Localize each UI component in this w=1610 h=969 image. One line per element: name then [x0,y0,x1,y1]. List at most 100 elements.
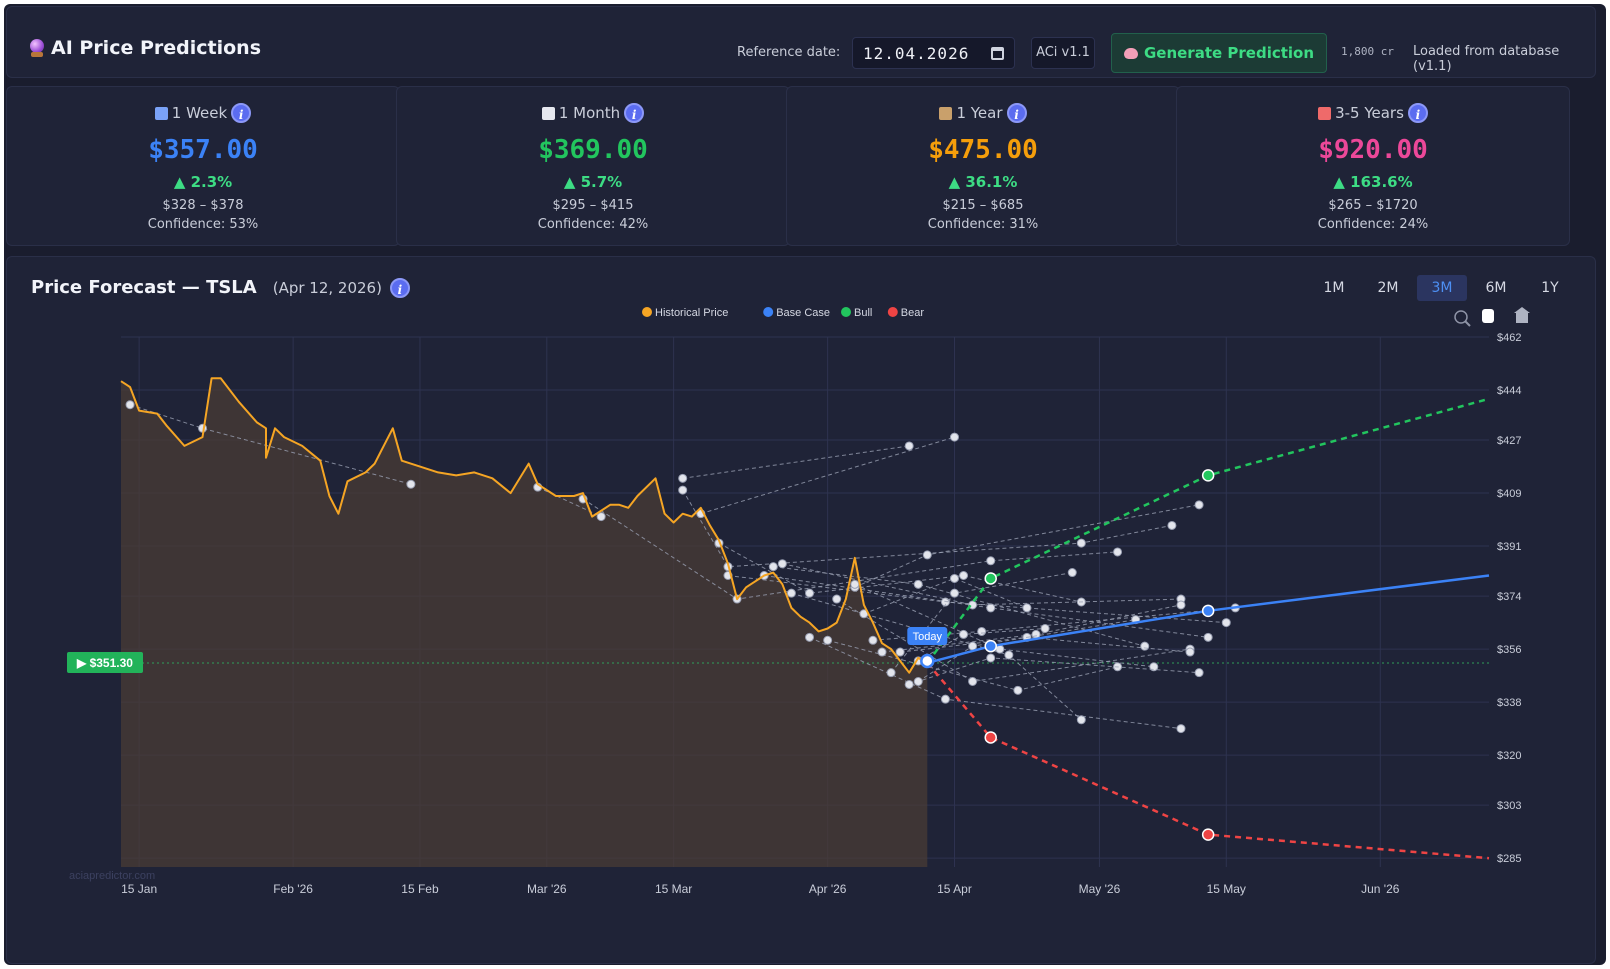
range-separator: – [1361,198,1377,213]
legend-marker [763,307,774,317]
model-version-select[interactable]: ACi v1.1 [1031,37,1095,69]
y-tick-label: $356 [1497,644,1521,656]
past-forecast-point [1167,520,1177,530]
past-forecast-point [1176,600,1186,610]
card-period: 1 Week [171,104,228,122]
chart-subtitle: (Apr 12, 2026) [272,278,382,297]
base-case-point[interactable] [984,639,997,653]
past-forecast-point [1185,647,1195,657]
past-forecast-point [1076,715,1086,725]
home-icon[interactable] [1514,307,1530,323]
card-range-high: $1720 [1376,198,1418,213]
bull-point[interactable] [1201,469,1215,482]
card-range-low: $328 [162,198,196,213]
card-change: ▲ 36.1% [948,173,1018,191]
card-range: $215 – $685 [787,198,1179,215]
reference-date-value: 12.04.2026 [863,44,970,63]
card-header: 1 Week i [7,101,399,125]
info-icon[interactable]: i [624,103,645,123]
past-forecast-point [949,573,959,583]
pan-icon[interactable] [1482,309,1494,323]
past-forecast-line [700,436,955,515]
card-range: $265 – $1720 [1177,198,1569,215]
card-price: $357.00 [148,135,258,165]
info-icon[interactable]: i [389,277,410,298]
card-price: $475.00 [928,135,1038,165]
past-forecast-point [1013,685,1023,695]
past-forecast-point [913,677,923,686]
bear-line [926,662,1490,860]
today-marker[interactable] [920,653,935,669]
calendar-icon[interactable] [991,47,1004,60]
card-period: 3-5 Years [1335,104,1404,122]
legend-item: Bear [901,307,925,319]
bear-point[interactable] [1201,828,1215,841]
past-forecast-point [986,603,996,613]
past-forecast-point [959,571,969,580]
past-forecast-point [986,653,996,663]
past-forecast-point [949,432,959,442]
app-title-text: AI Price Predictions [51,37,262,59]
past-forecast-point [1067,568,1077,578]
range-tab-2m[interactable]: 2M [1377,280,1399,296]
range-tab-1y[interactable]: 1Y [1541,280,1559,296]
forecast-chart[interactable]: Today ▶ $351.30 $462 $444 $427 $409 $391 $374 $3… [7,257,1597,965]
bull-line [926,397,1490,664]
bear-point[interactable] [984,731,997,744]
y-tick-label: $338 [1497,697,1521,709]
card-change: ▲ 5.7% [563,173,623,191]
legend-marker [642,307,652,317]
range-tab-3m[interactable]: 3M [1417,275,1467,301]
past-forecast-point [1113,547,1123,557]
past-forecast-point [1040,624,1050,633]
past-forecast-point [1140,641,1150,651]
past-forecast-point [1004,650,1014,660]
past-forecast-point [940,694,950,704]
range-tab-6m[interactable]: 6M [1485,280,1507,296]
y-tick-label: $285 [1497,853,1521,865]
reference-date-input[interactable]: 12.04.2026 [852,37,1015,69]
card-range-low: $215 [942,198,976,213]
generate-prediction-button[interactable]: Generate Prediction [1111,33,1327,73]
past-forecast-point [922,550,932,560]
card-period: 1 Year [956,104,1003,122]
past-forecast-point [805,632,815,642]
past-forecast-line [727,575,1227,624]
card-range: $328 – $378 [7,198,399,215]
info-icon[interactable]: i [231,103,252,123]
legend-marker [841,307,851,317]
trend-chart-icon [541,106,555,120]
info-icon[interactable]: i [1006,103,1027,123]
bull-point[interactable] [984,572,997,585]
base-case-point[interactable] [1201,604,1215,618]
past-forecast-point [1176,724,1186,734]
past-forecast-point [768,562,778,572]
card-range-high: $378 [210,198,244,213]
past-forecast-point [1194,500,1204,510]
y-tick-label: $409 [1497,488,1521,500]
card-period: 1 Month [558,104,621,122]
x-tick-label: Apr '26 [809,882,847,896]
past-forecast-point [886,668,896,678]
x-tick-label: 15 Apr [937,882,972,896]
past-forecast-point [904,679,914,689]
y-tick-label: $303 [1497,800,1521,812]
past-forecast-point [805,588,815,598]
card-range-low: $295 [552,198,586,213]
zoom-icon[interactable] [1454,310,1468,324]
historical-area [121,378,928,867]
past-forecast-point [968,677,978,686]
past-forecast-point [877,647,887,657]
y-tick-label: $462 [1497,332,1521,344]
card-range: $295 – $415 [397,198,789,215]
card-range-high: $685 [990,198,1024,213]
legend-item: Base Case [776,307,830,319]
legend-marker [887,307,898,317]
past-forecast-point [832,594,842,604]
past-forecast-line [836,598,1191,683]
info-icon[interactable]: i [1407,103,1428,123]
y-tick-label: $374 [1497,591,1521,603]
range-tab-1m[interactable]: 1M [1323,280,1345,296]
past-forecast-point [1149,662,1159,672]
crane-icon [939,106,953,120]
